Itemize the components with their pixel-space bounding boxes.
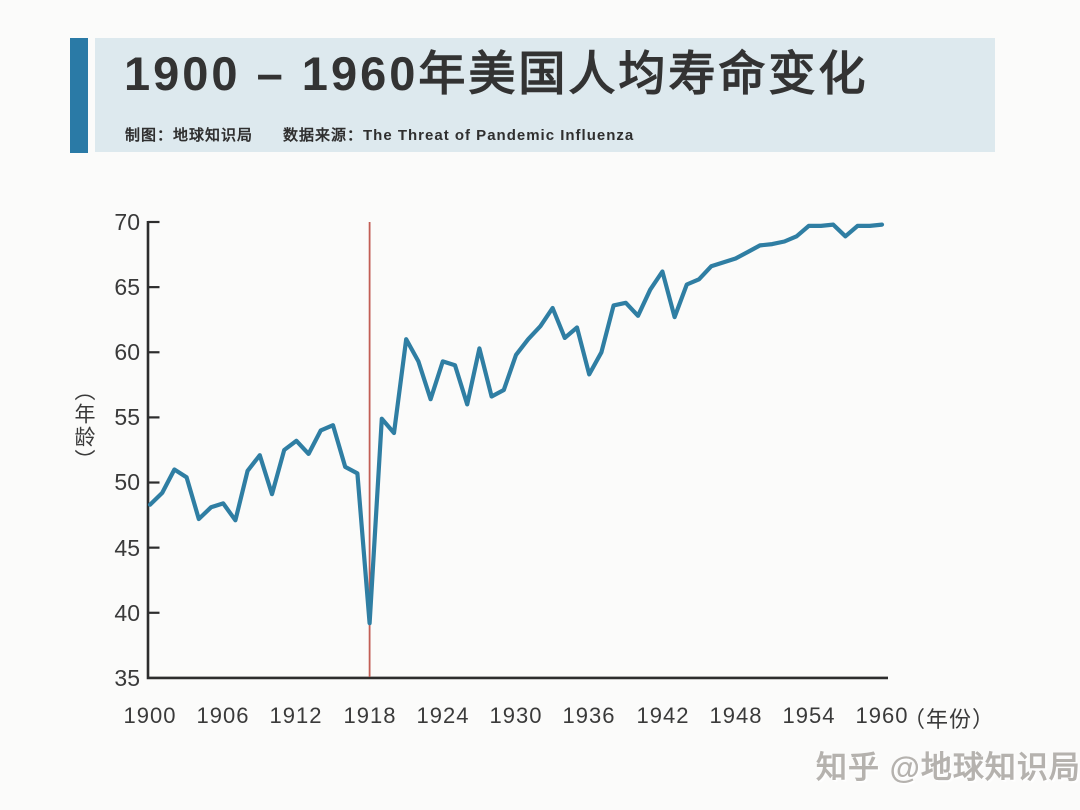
header-subtitle: 制图：地球知识局 数据来源：The Threat of Pandemic Infl…: [125, 124, 634, 145]
x-tick-1906: 1906: [196, 703, 250, 728]
x-tick-1948: 1948: [709, 703, 763, 728]
y-tick-45: 45: [114, 535, 140, 561]
y-tick-65: 65: [114, 274, 140, 300]
y-tick-40: 40: [114, 600, 140, 626]
y-tick-55: 55: [114, 404, 140, 430]
y-tick-50: 50: [114, 469, 140, 495]
x-tick-1954: 1954: [782, 703, 836, 728]
x-tick-1924: 1924: [416, 703, 470, 728]
x-tick-1900: 1900: [123, 703, 177, 728]
y-tick-35: 35: [114, 665, 140, 691]
y-tick-60: 60: [114, 339, 140, 365]
header: 1900 – 1960年美国人均寿命变化 制图：地球知识局 数据来源：The Th…: [95, 38, 995, 152]
x-tick-1942: 1942: [636, 703, 690, 728]
y-tick-70: 70: [114, 209, 140, 235]
x-tick-1936: 1936: [562, 703, 616, 728]
credit-label: 制图：地球知识局: [125, 127, 254, 144]
source-label: 数据来源：The Threat of Pandemic Influenza: [283, 127, 635, 144]
y-axis-title: （年龄）: [72, 380, 95, 472]
x-tick-1960: 1960: [855, 703, 909, 728]
header-accent-bar: [70, 38, 88, 153]
x-tick-1918: 1918: [343, 703, 397, 728]
page-title: 1900 – 1960年美国人均寿命变化: [124, 47, 869, 100]
watermark: 知乎 @地球知识局: [816, 750, 1080, 785]
x-tick-1912: 1912: [269, 703, 323, 728]
x-axis-title: （年份）: [903, 707, 996, 732]
x-tick-1930: 1930: [489, 703, 543, 728]
